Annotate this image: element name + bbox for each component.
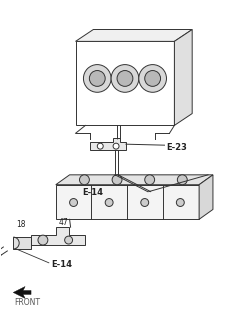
Text: E-23: E-23 <box>166 143 187 152</box>
Text: FRONT: FRONT <box>14 298 40 307</box>
Circle shape <box>38 235 48 245</box>
Text: 18: 18 <box>16 220 26 229</box>
Circle shape <box>117 70 133 86</box>
Circle shape <box>83 65 111 92</box>
Polygon shape <box>76 29 192 41</box>
Polygon shape <box>56 175 213 185</box>
Circle shape <box>145 70 161 86</box>
Text: E-14: E-14 <box>51 260 72 269</box>
Circle shape <box>139 65 166 92</box>
Polygon shape <box>31 227 86 245</box>
Circle shape <box>111 65 139 92</box>
Circle shape <box>65 236 73 244</box>
Circle shape <box>112 175 122 185</box>
Circle shape <box>105 198 113 206</box>
Circle shape <box>145 175 155 185</box>
Circle shape <box>79 175 89 185</box>
Text: 47: 47 <box>59 218 69 227</box>
Circle shape <box>113 143 119 149</box>
Text: E-14: E-14 <box>82 188 104 197</box>
Circle shape <box>176 198 184 206</box>
Polygon shape <box>90 138 126 150</box>
Circle shape <box>141 198 149 206</box>
Polygon shape <box>13 286 31 298</box>
Circle shape <box>69 198 78 206</box>
Polygon shape <box>56 185 199 219</box>
Circle shape <box>89 70 105 86</box>
Polygon shape <box>174 29 192 125</box>
Circle shape <box>177 175 187 185</box>
Polygon shape <box>199 175 213 219</box>
Polygon shape <box>13 237 31 249</box>
Circle shape <box>97 143 103 149</box>
